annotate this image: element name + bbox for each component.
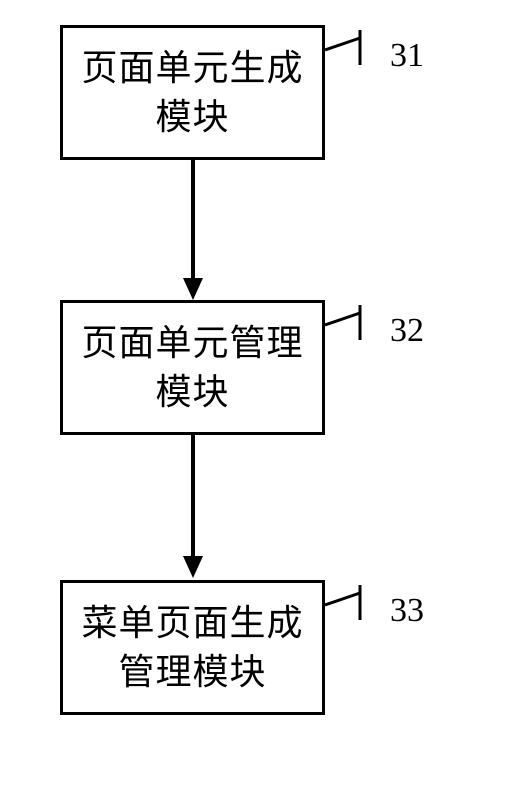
node-menu-page-management: 菜单页面生成 管理模块 [60, 580, 325, 715]
label-32: 32 [390, 312, 424, 350]
label-connector-32 [325, 305, 385, 345]
node2-line1: 页面单元管理 [81, 323, 303, 363]
node-page-unit-generation: 页面单元生成 模块 [60, 25, 325, 160]
node2-line2: 模块 [155, 372, 229, 412]
node3-line2: 管理模块 [118, 652, 266, 692]
node1-line1: 页面单元生成 [81, 48, 303, 88]
label-31: 31 [390, 37, 424, 75]
node-text: 页面单元管理 模块 [81, 319, 303, 416]
label-33: 33 [390, 592, 424, 630]
node-text: 页面单元生成 模块 [81, 44, 303, 141]
flowchart-diagram: 页面单元生成 模块 31 页面单元管理 模块 32 菜单页面生成 管理模块 [50, 25, 470, 765]
node-page-unit-management: 页面单元管理 模块 [60, 300, 325, 435]
arrow-2-to-3 [186, 435, 202, 580]
node-text: 菜单页面生成 管理模块 [81, 599, 303, 696]
label-connector-31 [325, 30, 385, 70]
arrow-1-to-2 [186, 160, 202, 300]
node3-line1: 菜单页面生成 [81, 603, 303, 643]
label-connector-33 [325, 585, 385, 625]
node1-line2: 模块 [155, 97, 229, 137]
